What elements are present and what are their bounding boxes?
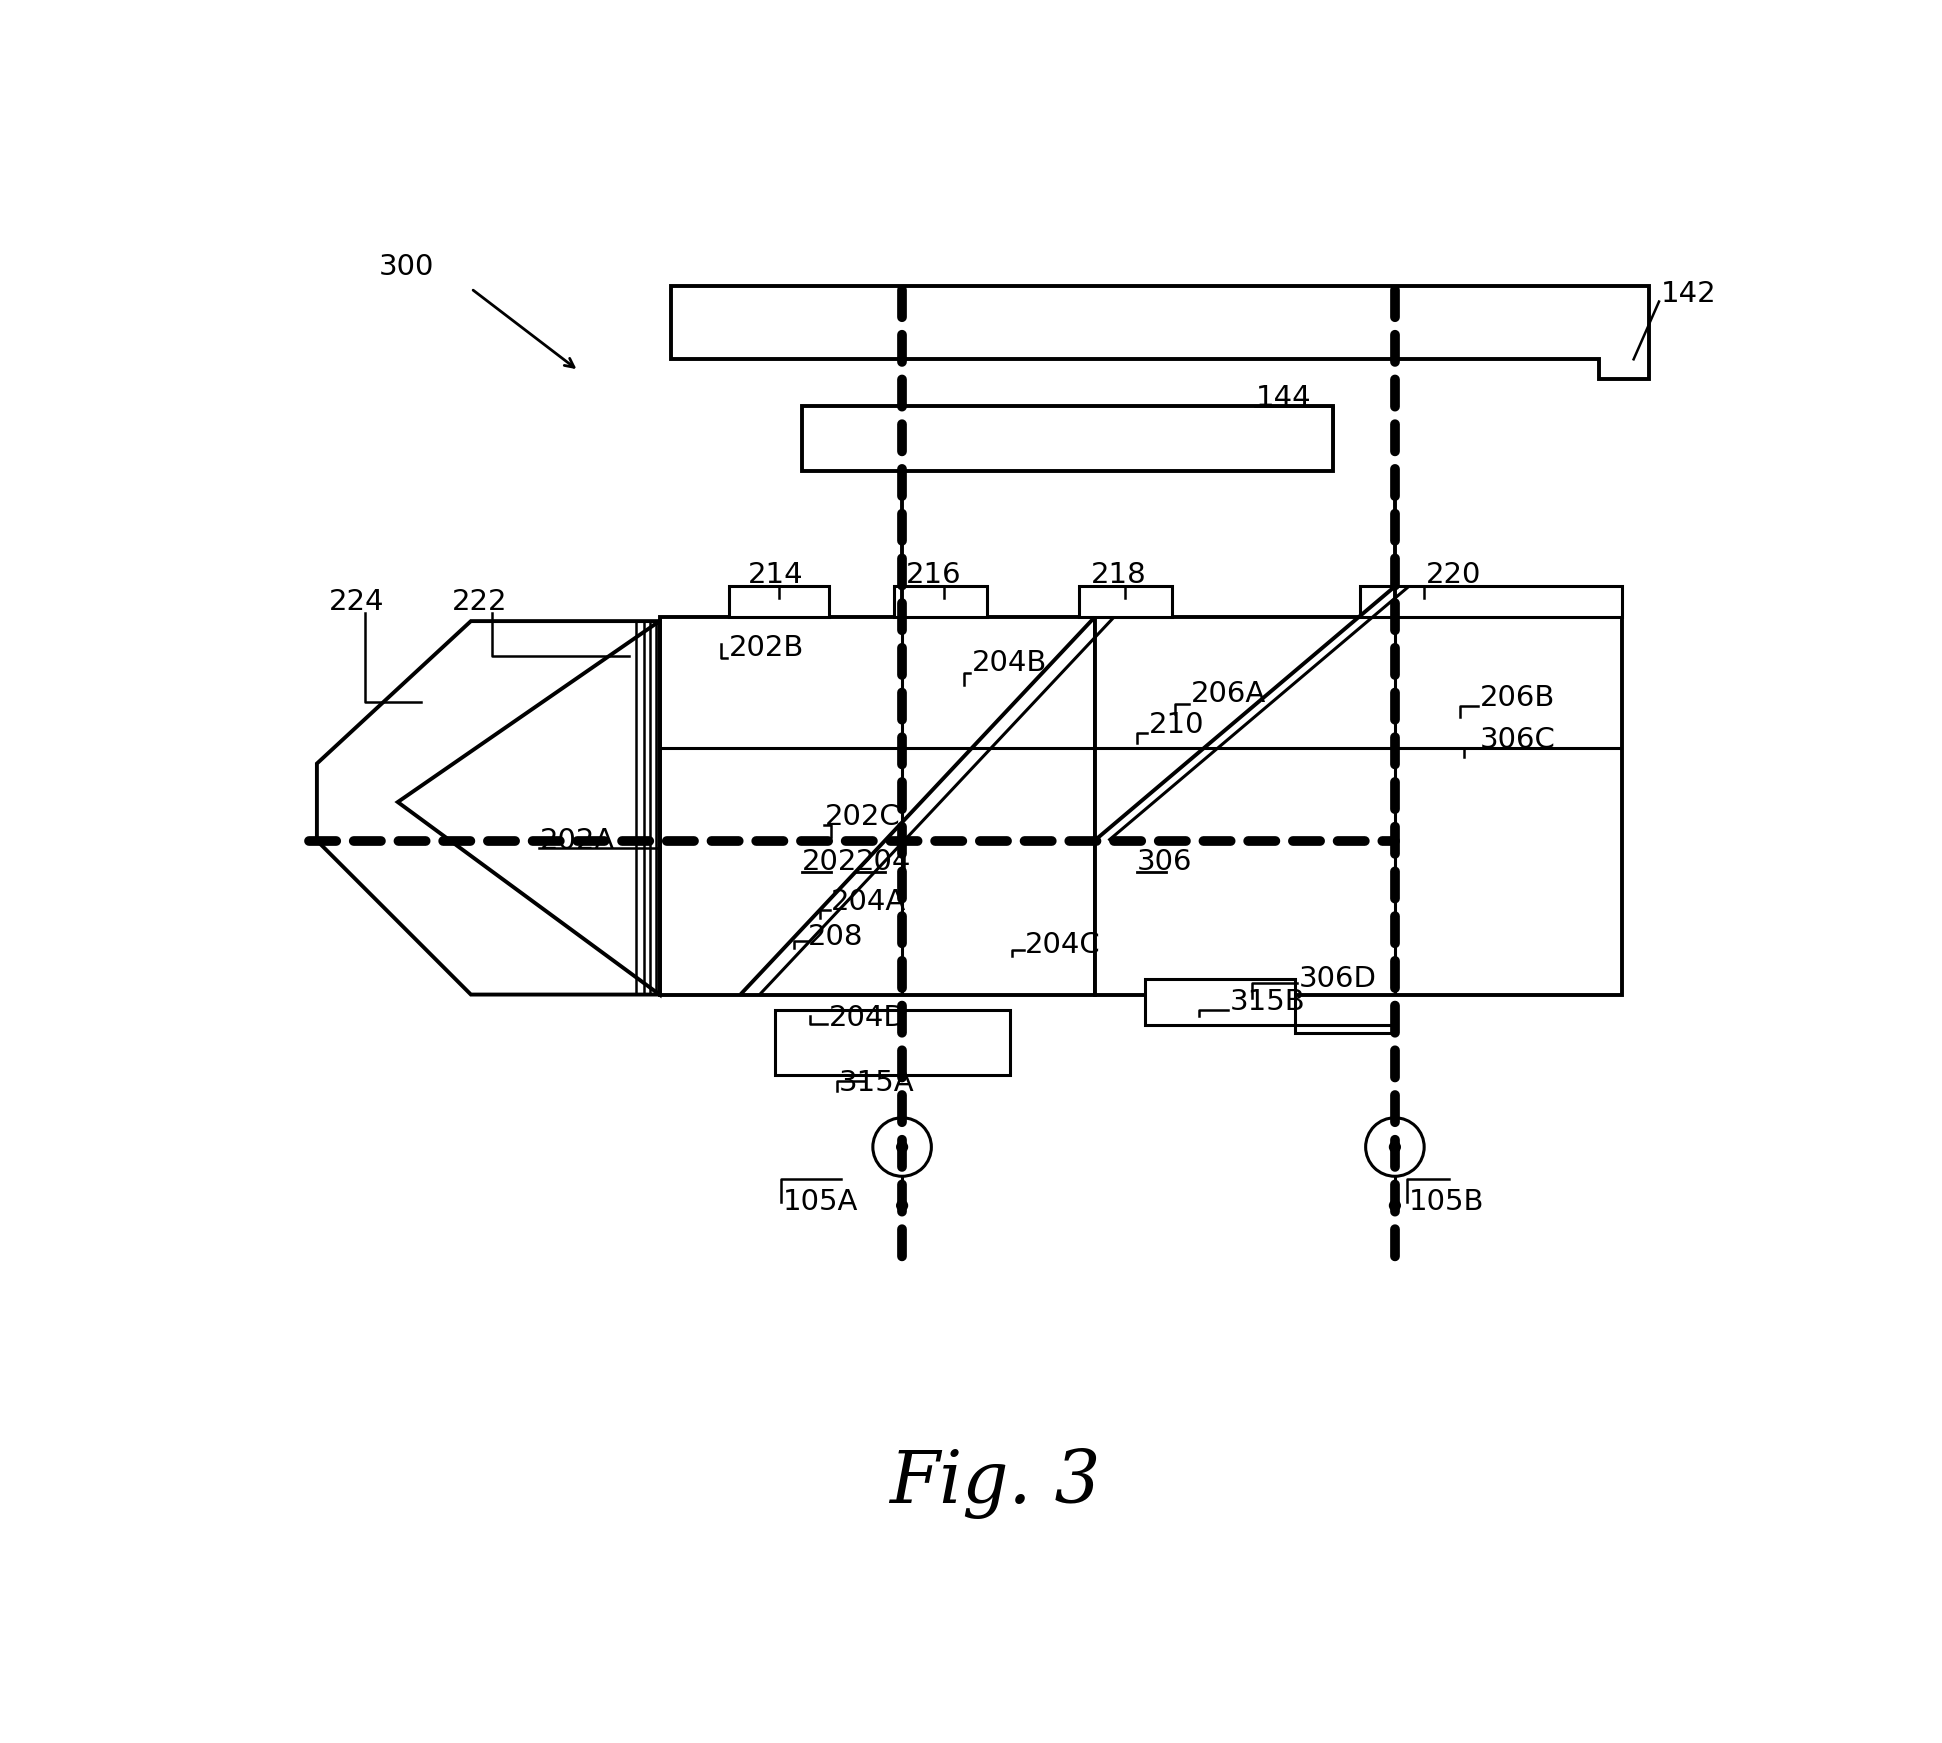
Text: 306C: 306C [1480,727,1556,755]
Text: 105B: 105B [1408,1189,1484,1217]
Bar [660,617,1095,995]
Text: 105A: 105A [783,1189,858,1217]
Text: Fig. 3: Fig. 3 [889,1448,1101,1518]
Text: 208: 208 [808,922,864,952]
Bar [895,586,987,617]
Bar [728,586,829,617]
Text: 142: 142 [1660,281,1717,309]
Circle shape [1390,1201,1400,1211]
Text: 206A: 206A [1190,680,1266,708]
Polygon shape [317,621,660,995]
Bar [1359,586,1622,617]
Text: 202C: 202C [825,804,901,831]
Text: 210: 210 [1148,711,1204,739]
Polygon shape [672,286,1649,378]
Text: 306D: 306D [1299,966,1377,994]
Text: 204B: 204B [971,650,1047,678]
Text: 204: 204 [856,849,911,877]
Text: 315B: 315B [1229,988,1305,1016]
Text: 202A: 202A [540,826,616,854]
Circle shape [1390,1142,1400,1152]
Bar [775,1009,1010,1075]
Text: 222: 222 [452,587,507,615]
Text: 315A: 315A [839,1068,915,1096]
Text: 202: 202 [802,849,856,877]
Text: 214: 214 [748,561,804,589]
Text: 220: 220 [1425,561,1482,589]
Text: 300: 300 [379,253,433,281]
Circle shape [897,1201,907,1211]
Text: 202B: 202B [728,634,804,662]
Text: 218: 218 [1091,561,1146,589]
Text: 204D: 204D [829,1004,907,1032]
Text: 144: 144 [1256,383,1313,411]
Text: 306: 306 [1136,849,1192,877]
Text: 216: 216 [907,561,961,589]
Text: 206B: 206B [1480,683,1556,713]
Text: 204C: 204C [1025,931,1101,959]
Polygon shape [802,406,1334,471]
Text: 224: 224 [328,587,385,615]
Bar [1095,617,1622,995]
Circle shape [897,1142,907,1152]
Text: 204A: 204A [831,889,907,917]
Polygon shape [1144,980,1394,1034]
Bar [1080,586,1171,617]
